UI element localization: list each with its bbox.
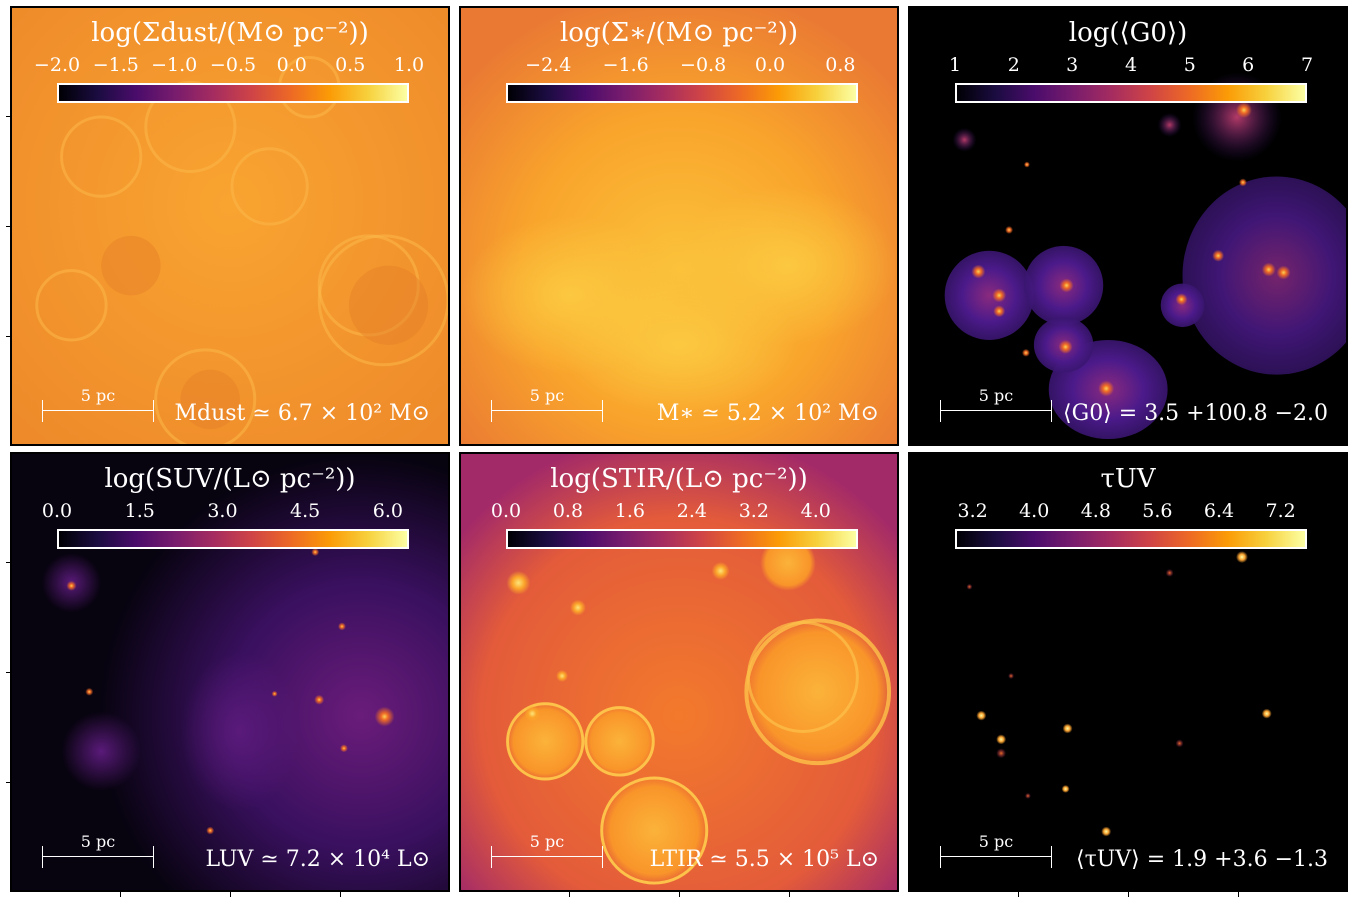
colorbar-tick: 7 [1300, 54, 1314, 76]
panel-dust-surface-density: log(Σdust/(M⊙ pc⁻²)) −2.0 −1.5 −1.0 −0.5… [10, 6, 450, 446]
stellar-map-image [461, 8, 897, 444]
scale-bar-label: 5 pc [529, 386, 565, 405]
colorbar-tick: 1 [948, 54, 962, 76]
axis-tick [230, 892, 231, 897]
colorbar-ticks: 0.0 0.8 1.6 2.4 3.2 4.0 [491, 500, 858, 526]
axis-tick [789, 892, 790, 897]
colorbar-tick: 0.0 [754, 54, 786, 76]
tir-map-image [461, 454, 897, 890]
colorbar-tick: 0.0 [490, 500, 522, 522]
colorbar-tick: −2.4 [525, 54, 572, 76]
scale-bar: 5 pc [42, 832, 154, 868]
mass-annotation: Mdust ≃ 6.7 × 10² M⊙ [174, 401, 430, 426]
colorbar [506, 529, 858, 549]
colorbar-tick: 1.6 [614, 500, 645, 522]
colorbar-title: log(SUV/(L⊙ pc⁻²)) [104, 464, 356, 494]
colorbar-tick: 6.4 [1203, 500, 1235, 522]
scale-bar: 5 pc [940, 832, 1052, 868]
colorbar-tick: 4 [1124, 54, 1138, 76]
colorbar-tick: 5 [1183, 54, 1196, 76]
axis-tick [6, 226, 10, 227]
panel-uv-surface-brightness: log(SUV/(L⊙ pc⁻²)) 0.0 1.5 3.0 4.5 6.0 5… [10, 452, 450, 892]
colorbar [57, 83, 409, 103]
colorbar-tick: 4.0 [800, 500, 831, 522]
colorbar-tick: 0.5 [335, 54, 366, 76]
colorbar-title: log(STIR/(L⊙ pc⁻²)) [550, 464, 808, 494]
dust-map-image [12, 8, 448, 444]
panel-stellar-surface-density: log(Σ∗/(M⊙ pc⁻²)) −2.4 −1.6 −0.8 0.0 0.8… [459, 6, 899, 446]
scale-bar: 5 pc [940, 386, 1052, 422]
axis-tick [1238, 892, 1239, 897]
colorbar-tick: 4.5 [290, 500, 321, 522]
colorbar-tick: 4.0 [1019, 500, 1050, 522]
colorbar [506, 83, 858, 103]
panel-g0-radiation-field: log(⟨G0⟩) 1 2 3 4 5 6 7 5 pc ⟨G0⟩ = 3.5 … [908, 6, 1348, 446]
axis-tick [6, 116, 10, 117]
scale-bar-label: 5 pc [80, 386, 116, 405]
colorbar-ticks: 1 2 3 4 5 6 7 [949, 54, 1313, 80]
colorbar-tick: −1.6 [602, 54, 649, 76]
colorbar-title: τUV [1100, 464, 1156, 494]
colorbar [955, 83, 1307, 103]
colorbar-tick: 3.2 [957, 500, 988, 522]
colorbar-tick: 6 [1242, 54, 1255, 76]
axis-tick [6, 672, 10, 673]
colorbar-tick: −1.5 [92, 54, 139, 76]
scale-bar: 5 pc [491, 386, 603, 422]
colorbar-tick: 7.2 [1265, 500, 1296, 522]
axis-tick [569, 892, 570, 897]
colorbar-tick: 1.5 [124, 500, 155, 522]
tau-map-image [910, 454, 1346, 890]
colorbar-tick: 2.4 [676, 500, 707, 522]
axis-tick [340, 892, 341, 897]
colorbar [57, 529, 409, 549]
axis-tick [679, 892, 680, 897]
colorbar-tick: 1.0 [393, 54, 425, 76]
g0-map-image [910, 8, 1346, 444]
g0-annotation: ⟨G0⟩ = 3.5 +100.8 −2.0 [1063, 401, 1328, 426]
colorbar-tick: 6.0 [372, 500, 403, 522]
colorbar-tick: 0.8 [552, 500, 584, 522]
scale-bar: 5 pc [42, 386, 154, 422]
colorbar-ticks: 0.0 1.5 3.0 4.5 6.0 [42, 500, 409, 526]
colorbar-tick: 0.0 [276, 54, 307, 76]
tau-annotation: ⟨τUV⟩ = 1.9 +3.6 −1.3 [1075, 847, 1328, 872]
luminosity-annotation: LTIR ≃ 5.5 × 10⁵ L⊙ [649, 847, 879, 872]
colorbar-tick: 3 [1066, 54, 1079, 76]
colorbar-tick: 4.8 [1080, 500, 1111, 522]
mass-annotation: M∗ ≃ 5.2 × 10² M⊙ [656, 401, 879, 426]
colorbar [955, 529, 1307, 549]
colorbar-tick: −0.5 [209, 54, 257, 76]
axis-tick [120, 892, 121, 897]
colorbar-tick: 0.0 [41, 500, 73, 522]
colorbar-tick: −1.0 [151, 54, 198, 76]
colorbar-title: log(Σdust/(M⊙ pc⁻²)) [91, 18, 369, 48]
colorbar-tick: 3.0 [207, 500, 238, 522]
axis-tick [1128, 892, 1129, 897]
colorbar-tick: 3.2 [738, 500, 769, 522]
scale-bar-label: 5 pc [80, 832, 116, 851]
scale-bar-label: 5 pc [529, 832, 565, 851]
axis-tick [6, 782, 10, 783]
axis-tick [6, 562, 10, 563]
scale-bar-label: 5 pc [978, 386, 1014, 405]
colorbar-title: log(Σ∗/(M⊙ pc⁻²)) [559, 18, 799, 48]
axis-tick [6, 336, 10, 337]
colorbar-ticks: −2.0 −1.5 −1.0 −0.5 0.0 0.5 1.0 [34, 54, 424, 80]
axis-tick [1018, 892, 1019, 897]
colorbar-tick: 2 [1007, 54, 1020, 76]
colorbar-ticks: 3.2 4.0 4.8 5.6 6.4 7.2 [955, 500, 1307, 526]
luminosity-annotation: LUV ≃ 7.2 × 10⁴ L⊙ [205, 847, 430, 872]
colorbar-tick: 0.8 [825, 54, 856, 76]
colorbar-tick: −0.8 [680, 54, 727, 76]
colorbar-tick: −2.0 [33, 54, 81, 76]
panel-tir-surface-brightness: log(STIR/(L⊙ pc⁻²)) 0.0 0.8 1.6 2.4 3.2 … [459, 452, 899, 892]
colorbar-title: log(⟨G0⟩) [1068, 18, 1188, 48]
uv-map-image [12, 454, 448, 890]
colorbar-tick: 5.6 [1142, 500, 1173, 522]
colorbar-ticks: −2.4 −1.6 −0.8 0.0 0.8 [506, 54, 858, 80]
scale-bar-label: 5 pc [978, 832, 1014, 851]
panel-uv-optical-depth: τUV 3.2 4.0 4.8 5.6 6.4 7.2 5 pc ⟨τUV⟩ =… [908, 452, 1348, 892]
scale-bar: 5 pc [491, 832, 603, 868]
